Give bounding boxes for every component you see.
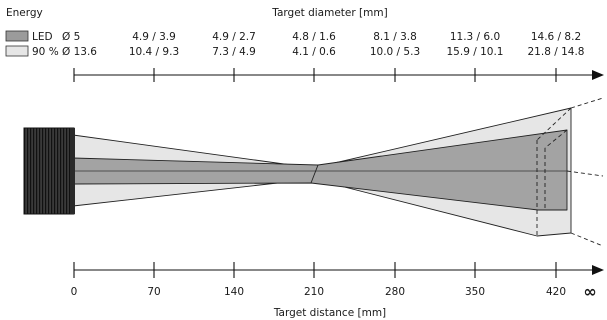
diameter-led-420: 14.6 / 8.2 [531, 31, 581, 43]
diameter-led-70: 4.9 / 3.9 [132, 31, 176, 43]
distance-tick-0: 0 [71, 286, 78, 298]
top-axis-arrow-icon [592, 70, 604, 80]
diameter-90-140: 7.3 / 4.9 [212, 46, 256, 58]
legend-swatch-led [5, 30, 29, 42]
diameter-led-140: 4.9 / 2.7 [212, 31, 256, 43]
distance-tick-infinity: ∞ [583, 282, 596, 301]
focus-crossing [310, 164, 319, 184]
distance-tick-labels: 0 70 140 210 280 350 420 ∞ [71, 282, 597, 301]
diameter-led-210: 4.8 / 1.6 [292, 31, 336, 43]
distance-tick-350: 350 [465, 286, 485, 298]
bottom-axis [73, 262, 595, 278]
legend-label-90: 90 % [32, 46, 59, 58]
distance-tick-420: 420 [546, 286, 566, 298]
diameter-led-350: 11.3 / 6.0 [450, 31, 500, 43]
distance-tick-70: 70 [147, 286, 160, 298]
diameter-led-280: 8.1 / 3.8 [373, 31, 417, 43]
beam-led [72, 129, 568, 211]
diameter-90-70: 10.4 / 9.3 [129, 46, 179, 58]
bottom-axis-arrow-icon [592, 265, 604, 275]
diameter-90-280: 10.0 / 5.3 [370, 46, 420, 58]
legend-swatch-90 [5, 45, 29, 57]
top-axis [73, 68, 595, 82]
diameter-90-420: 21.8 / 14.8 [528, 46, 585, 58]
distance-tick-280: 280 [385, 286, 405, 298]
diameter-90-210: 4.1 / 0.6 [292, 46, 336, 58]
beam-end-dashes [536, 97, 604, 247]
sensor-head [23, 127, 75, 215]
energy90-initial-diameter: Ø 13.6 [62, 46, 97, 58]
distance-tick-210: 210 [304, 286, 324, 298]
diameter-tick-labels: 4.9 / 3.9 10.4 / 9.3 4.9 / 2.7 7.3 / 4.9… [129, 31, 585, 58]
legend-label-led: LED [32, 31, 53, 43]
led-initial-diameter: Ø 5 [62, 31, 80, 43]
distance-axis-title: Target distance [mm] [273, 307, 386, 319]
distance-tick-140: 140 [224, 286, 244, 298]
energy-label: Energy [6, 7, 43, 19]
diameter-90-350: 15.9 / 10.1 [447, 46, 504, 58]
sensor-lens-edge [70, 128, 75, 214]
diameter-axis-title: Target diameter [mm] [271, 7, 387, 19]
